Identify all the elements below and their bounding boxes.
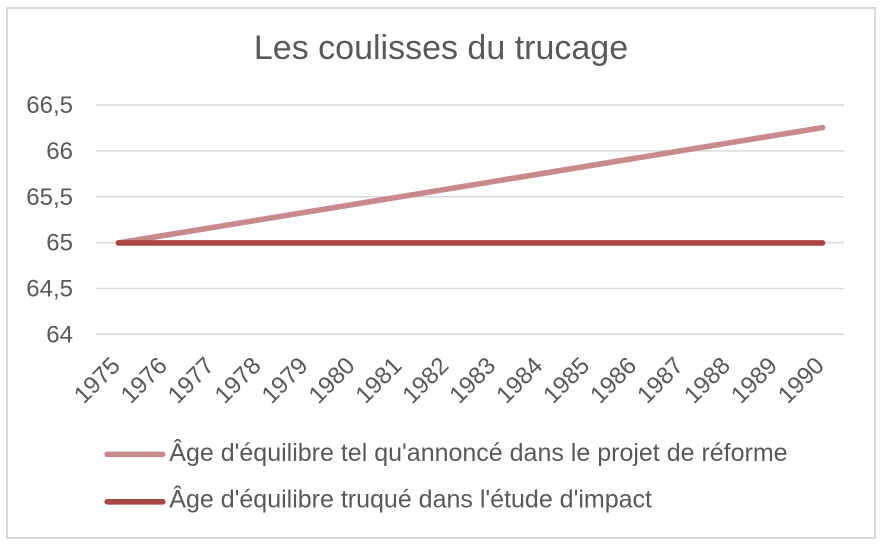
svg-text:Âge d'équilibre tel qu'annoncé: Âge d'équilibre tel qu'annoncé dans le p… [169, 438, 787, 467]
svg-text:66,5: 66,5 [26, 92, 73, 119]
svg-text:66: 66 [46, 138, 73, 165]
svg-text:65: 65 [46, 230, 73, 257]
svg-text:64,5: 64,5 [26, 276, 73, 303]
svg-text:Âge d'équilibre truqué dans l': Âge d'équilibre truqué dans l'étude d'im… [169, 484, 652, 513]
svg-text:64: 64 [46, 322, 73, 349]
svg-text:Les coulisses du trucage: Les coulisses du trucage [254, 29, 628, 67]
svg-text:65,5: 65,5 [26, 184, 73, 211]
